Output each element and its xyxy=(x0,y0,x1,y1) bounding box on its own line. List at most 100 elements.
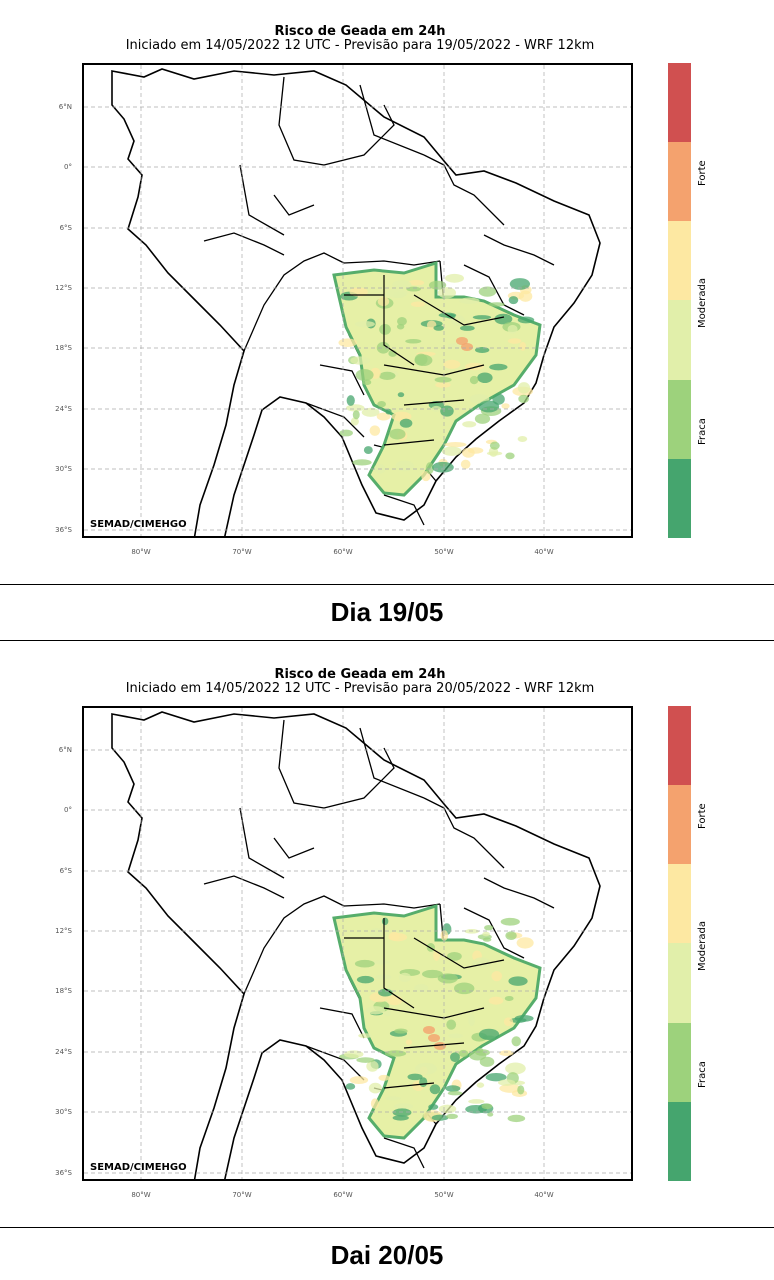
frost-risk-cell xyxy=(478,400,500,413)
frost-risk-cell xyxy=(419,1077,428,1088)
lon-tick-label: 50°W xyxy=(434,548,454,556)
map-subtitle: Iniciado em 14/05/2022 12 UTC - Previsão… xyxy=(125,38,595,53)
frost-risk-cell xyxy=(443,359,461,369)
frost-risk-cell xyxy=(339,429,353,437)
lon-tick-label: 40°W xyxy=(534,1191,554,1199)
country-border xyxy=(278,719,325,809)
frost-risk-cell xyxy=(432,461,454,473)
frost-risk-cell xyxy=(350,356,371,365)
lat-tick-label: 36°S xyxy=(55,526,72,534)
frost-risk-cell xyxy=(407,1073,423,1081)
divider xyxy=(0,1227,774,1228)
map-subtitle: Iniciado em 14/05/2022 12 UTC - Previsão… xyxy=(125,681,595,696)
country-border xyxy=(273,837,315,859)
frost-risk-cell xyxy=(440,405,454,417)
state-border xyxy=(403,1042,465,1049)
frost-risk-cell xyxy=(365,1006,385,1015)
frost-risk-cell xyxy=(397,392,405,398)
frost-risk-cell xyxy=(435,382,451,388)
lat-tick-label: 6°S xyxy=(59,224,72,232)
frost-risk-cell xyxy=(369,425,381,436)
frost-risk-cell xyxy=(378,1074,390,1081)
country-border xyxy=(273,194,315,216)
frost-risk-cell xyxy=(370,1098,379,1109)
lat-tick-label: 18°S xyxy=(55,987,72,995)
colorbar-segment xyxy=(668,63,691,143)
country-border xyxy=(239,807,285,879)
colorbar-label-moderada: Moderada xyxy=(697,278,708,328)
frost-risk-cell xyxy=(415,1062,437,1075)
colorbar-segment xyxy=(668,785,691,865)
colorbar-segment xyxy=(668,706,691,786)
frost-risk-cell xyxy=(399,418,413,428)
country-border xyxy=(343,903,441,909)
frost-risk-cell xyxy=(478,1028,500,1041)
frost-risk-cell xyxy=(350,417,359,426)
frost-risk-cell xyxy=(392,1115,409,1121)
frost-risk-cell xyxy=(361,407,380,417)
country-border xyxy=(463,907,525,959)
lon-tick-label: 50°W xyxy=(434,1191,454,1199)
state-border xyxy=(403,399,465,406)
state-border xyxy=(383,275,415,366)
country-border xyxy=(203,232,285,256)
frost-risk-cell xyxy=(479,1056,495,1067)
country-border xyxy=(383,494,425,526)
frost-risk-cell xyxy=(346,404,365,412)
frost-risk-cell xyxy=(349,287,368,297)
colorbar-segment xyxy=(668,221,691,301)
frost-risk-map: SEMAD/CIMEHGO xyxy=(82,706,633,1181)
frost-risk-cell xyxy=(511,1036,522,1047)
frost-risk-cell xyxy=(478,286,497,297)
frost-risk-cell xyxy=(344,1050,364,1059)
frost-risk-cell xyxy=(338,338,357,347)
frost-risk-cell xyxy=(437,287,456,299)
colorbar-segment xyxy=(668,379,691,459)
frost-risk-cell xyxy=(499,1083,521,1093)
frost-risk-cell xyxy=(450,1052,460,1063)
lat-tick-label: 12°S xyxy=(55,927,72,935)
frost-risk-cell xyxy=(474,413,491,424)
frost-risk-cell xyxy=(447,1091,463,1096)
frost-risk-cell xyxy=(438,1104,457,1114)
frost-risk-cell xyxy=(354,959,375,968)
frost-risk-cell xyxy=(460,459,471,469)
lon-tick-label: 40°W xyxy=(534,548,554,556)
frost-risk-cell xyxy=(376,341,390,354)
colorbar-segment xyxy=(668,300,691,380)
south-america-map xyxy=(84,65,631,536)
day-caption: Dia 19/05 xyxy=(330,597,444,627)
lon-tick-label: 80°W xyxy=(131,548,151,556)
frost-risk-cell xyxy=(469,375,479,385)
country-border xyxy=(359,84,425,156)
frost-risk-cell xyxy=(517,436,528,443)
frost-risk-cell xyxy=(441,446,462,456)
frost-risk-cell xyxy=(472,315,492,320)
frost-risk-cell xyxy=(504,995,514,1001)
lat-tick-label: 24°S xyxy=(55,405,72,413)
colorbar-label-forte: Forte xyxy=(697,803,708,829)
frost-risk-cell xyxy=(445,273,464,283)
frost-risk-cell xyxy=(501,403,510,409)
frost-risk-hotspot xyxy=(428,1034,440,1042)
frost-risk-cell xyxy=(503,1017,514,1027)
risk-colorbar xyxy=(668,706,691,1181)
frost-risk-cell xyxy=(366,1060,379,1072)
lon-tick-label: 60°W xyxy=(333,1191,353,1199)
frost-risk-cell xyxy=(485,1073,507,1082)
frost-risk-cell xyxy=(421,969,443,979)
frost-risk-cell xyxy=(352,459,372,466)
lon-tick-label: 70°W xyxy=(232,548,252,556)
frost-risk-cell xyxy=(381,917,389,926)
frost-risk-cell xyxy=(505,931,517,940)
divider xyxy=(0,640,774,641)
country-border xyxy=(319,364,365,396)
frost-risk-cell xyxy=(429,1084,441,1095)
lon-tick-label: 70°W xyxy=(232,1191,252,1199)
map-title: Risco de Geada em 24h xyxy=(274,24,446,39)
lat-tick-label: 6°S xyxy=(59,867,72,875)
frost-risk-cell xyxy=(414,353,428,366)
risk-colorbar xyxy=(668,63,691,538)
colorbar-segment xyxy=(668,943,691,1023)
frost-risk-cell xyxy=(433,325,445,331)
